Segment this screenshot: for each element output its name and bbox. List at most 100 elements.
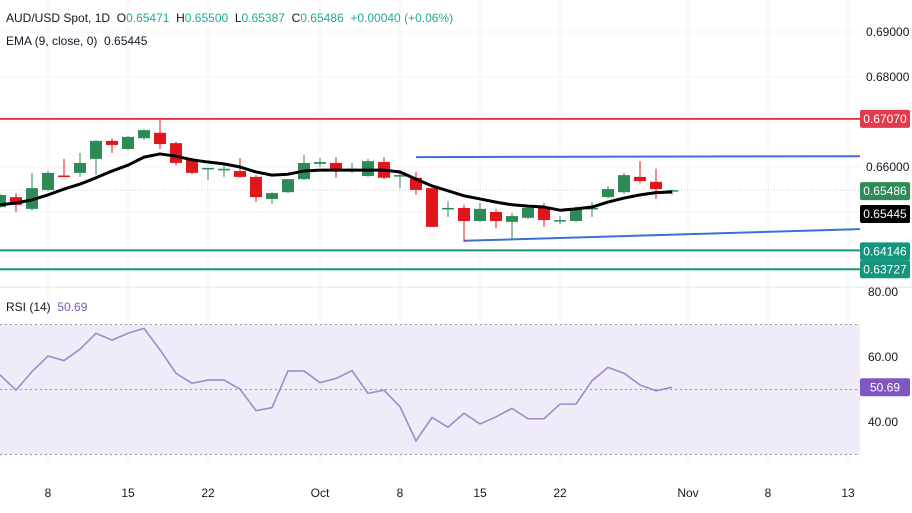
candle — [522, 206, 534, 220]
ema-legend: EMA (9, close, 0) 0.65445 — [6, 34, 147, 48]
candle — [218, 163, 230, 177]
high-value: 0.65500 — [184, 11, 229, 25]
last-price-badge: 0.65486 — [863, 184, 907, 198]
candle — [554, 216, 566, 225]
time-axis-label: 8 — [765, 486, 772, 500]
trendline — [415, 155, 861, 159]
candle-body — [234, 171, 246, 177]
candle-body — [362, 161, 374, 176]
candle-body — [122, 136, 134, 149]
candle — [586, 202, 598, 217]
candle — [362, 158, 374, 177]
candle — [330, 157, 342, 178]
candle — [618, 172, 630, 194]
level-price-badge: 0.64146 — [863, 244, 907, 258]
candle — [426, 188, 438, 227]
close-label: C — [291, 11, 301, 25]
ema-price-badge: 0.65445 — [863, 207, 907, 221]
candle — [42, 171, 54, 192]
candle — [266, 192, 278, 204]
candle — [298, 154, 310, 181]
candle-body — [138, 130, 150, 139]
candle-body — [666, 190, 678, 192]
open-label: O — [116, 11, 127, 25]
candle-body — [266, 193, 278, 199]
time-axis-label: 22 — [553, 486, 567, 500]
candle-body — [538, 207, 550, 221]
price-axis-label: 0.68000 — [866, 70, 910, 84]
candle — [90, 140, 102, 176]
time-axis-label: 22 — [201, 486, 215, 500]
symbol-title: AUD/USD Spot, 1D — [6, 11, 111, 25]
time-axis-label: 15 — [121, 486, 135, 500]
time-axis-label: 15 — [473, 486, 487, 500]
candle — [474, 203, 486, 222]
candle — [314, 158, 326, 167]
candle — [490, 208, 502, 229]
candle — [0, 194, 6, 209]
candle-body — [74, 162, 86, 173]
last-price-badge-bg — [860, 182, 910, 201]
rsi-line — [0, 327, 673, 443]
candle-body — [394, 175, 406, 177]
candle-body — [154, 132, 166, 145]
trendline — [463, 228, 861, 242]
candle-body — [186, 159, 198, 173]
candle-body — [570, 207, 582, 221]
candle-body — [90, 140, 102, 159]
candle — [282, 179, 294, 194]
candle — [602, 185, 614, 199]
candle-body — [282, 179, 294, 193]
level-price-badge: 0.67070 — [863, 112, 907, 126]
ema-price-badge-bg — [860, 205, 910, 223]
candle — [138, 129, 150, 140]
candle — [122, 135, 134, 150]
open-value: 0.65471 — [126, 11, 170, 25]
change-value: +0.00040 (+0.06%) — [350, 11, 454, 25]
candle — [26, 172, 38, 211]
level-price-badge-bg — [860, 242, 910, 261]
candle — [106, 138, 118, 154]
candle-body — [554, 220, 566, 222]
candle-body — [426, 188, 438, 227]
rsi-axis-label: 80.00 — [868, 285, 898, 299]
candle — [506, 212, 518, 239]
ema-line — [0, 152, 673, 212]
ema-label: EMA (9, close, 0) — [6, 34, 98, 48]
candle-body — [58, 175, 70, 178]
price-axis-label: 0.69000 — [866, 25, 910, 39]
rsi-axis-label: 60.00 — [868, 350, 898, 364]
candle — [634, 161, 646, 184]
rsi-label: RSI (14) — [6, 300, 51, 314]
candle-body — [650, 181, 662, 190]
candle-body — [314, 162, 326, 164]
high-label: H — [176, 11, 185, 25]
level-price-badge-bg — [860, 109, 910, 128]
candle-body — [490, 212, 502, 221]
rsi-legend: RSI (14) 50.69 — [6, 300, 87, 314]
candle-body — [522, 207, 534, 218]
time-axis-label: 13 — [841, 486, 855, 500]
candle-body — [218, 168, 230, 171]
candle-body — [634, 176, 646, 181]
candle-body — [106, 140, 118, 145]
candle — [170, 141, 182, 166]
symbol-legend: AUD/USD Spot, 1D O0.65471 H0.65500 L 0.65… — [6, 11, 453, 25]
candle-body — [618, 175, 630, 193]
candle-body — [602, 189, 614, 198]
candle-body — [170, 143, 182, 163]
rsi-value: 50.69 — [57, 300, 88, 314]
candle — [250, 175, 262, 203]
candle — [154, 120, 166, 149]
time-axis-label: 8 — [45, 486, 52, 500]
candle-body — [10, 197, 22, 205]
candle — [378, 157, 390, 180]
candle-body — [202, 167, 214, 170]
candle-body — [42, 172, 54, 190]
low-label: L — [234, 11, 242, 25]
candle — [202, 167, 214, 181]
time-axis-label: Oct — [311, 486, 330, 500]
candle — [410, 171, 422, 195]
close-value: 0.65486 — [300, 11, 344, 25]
